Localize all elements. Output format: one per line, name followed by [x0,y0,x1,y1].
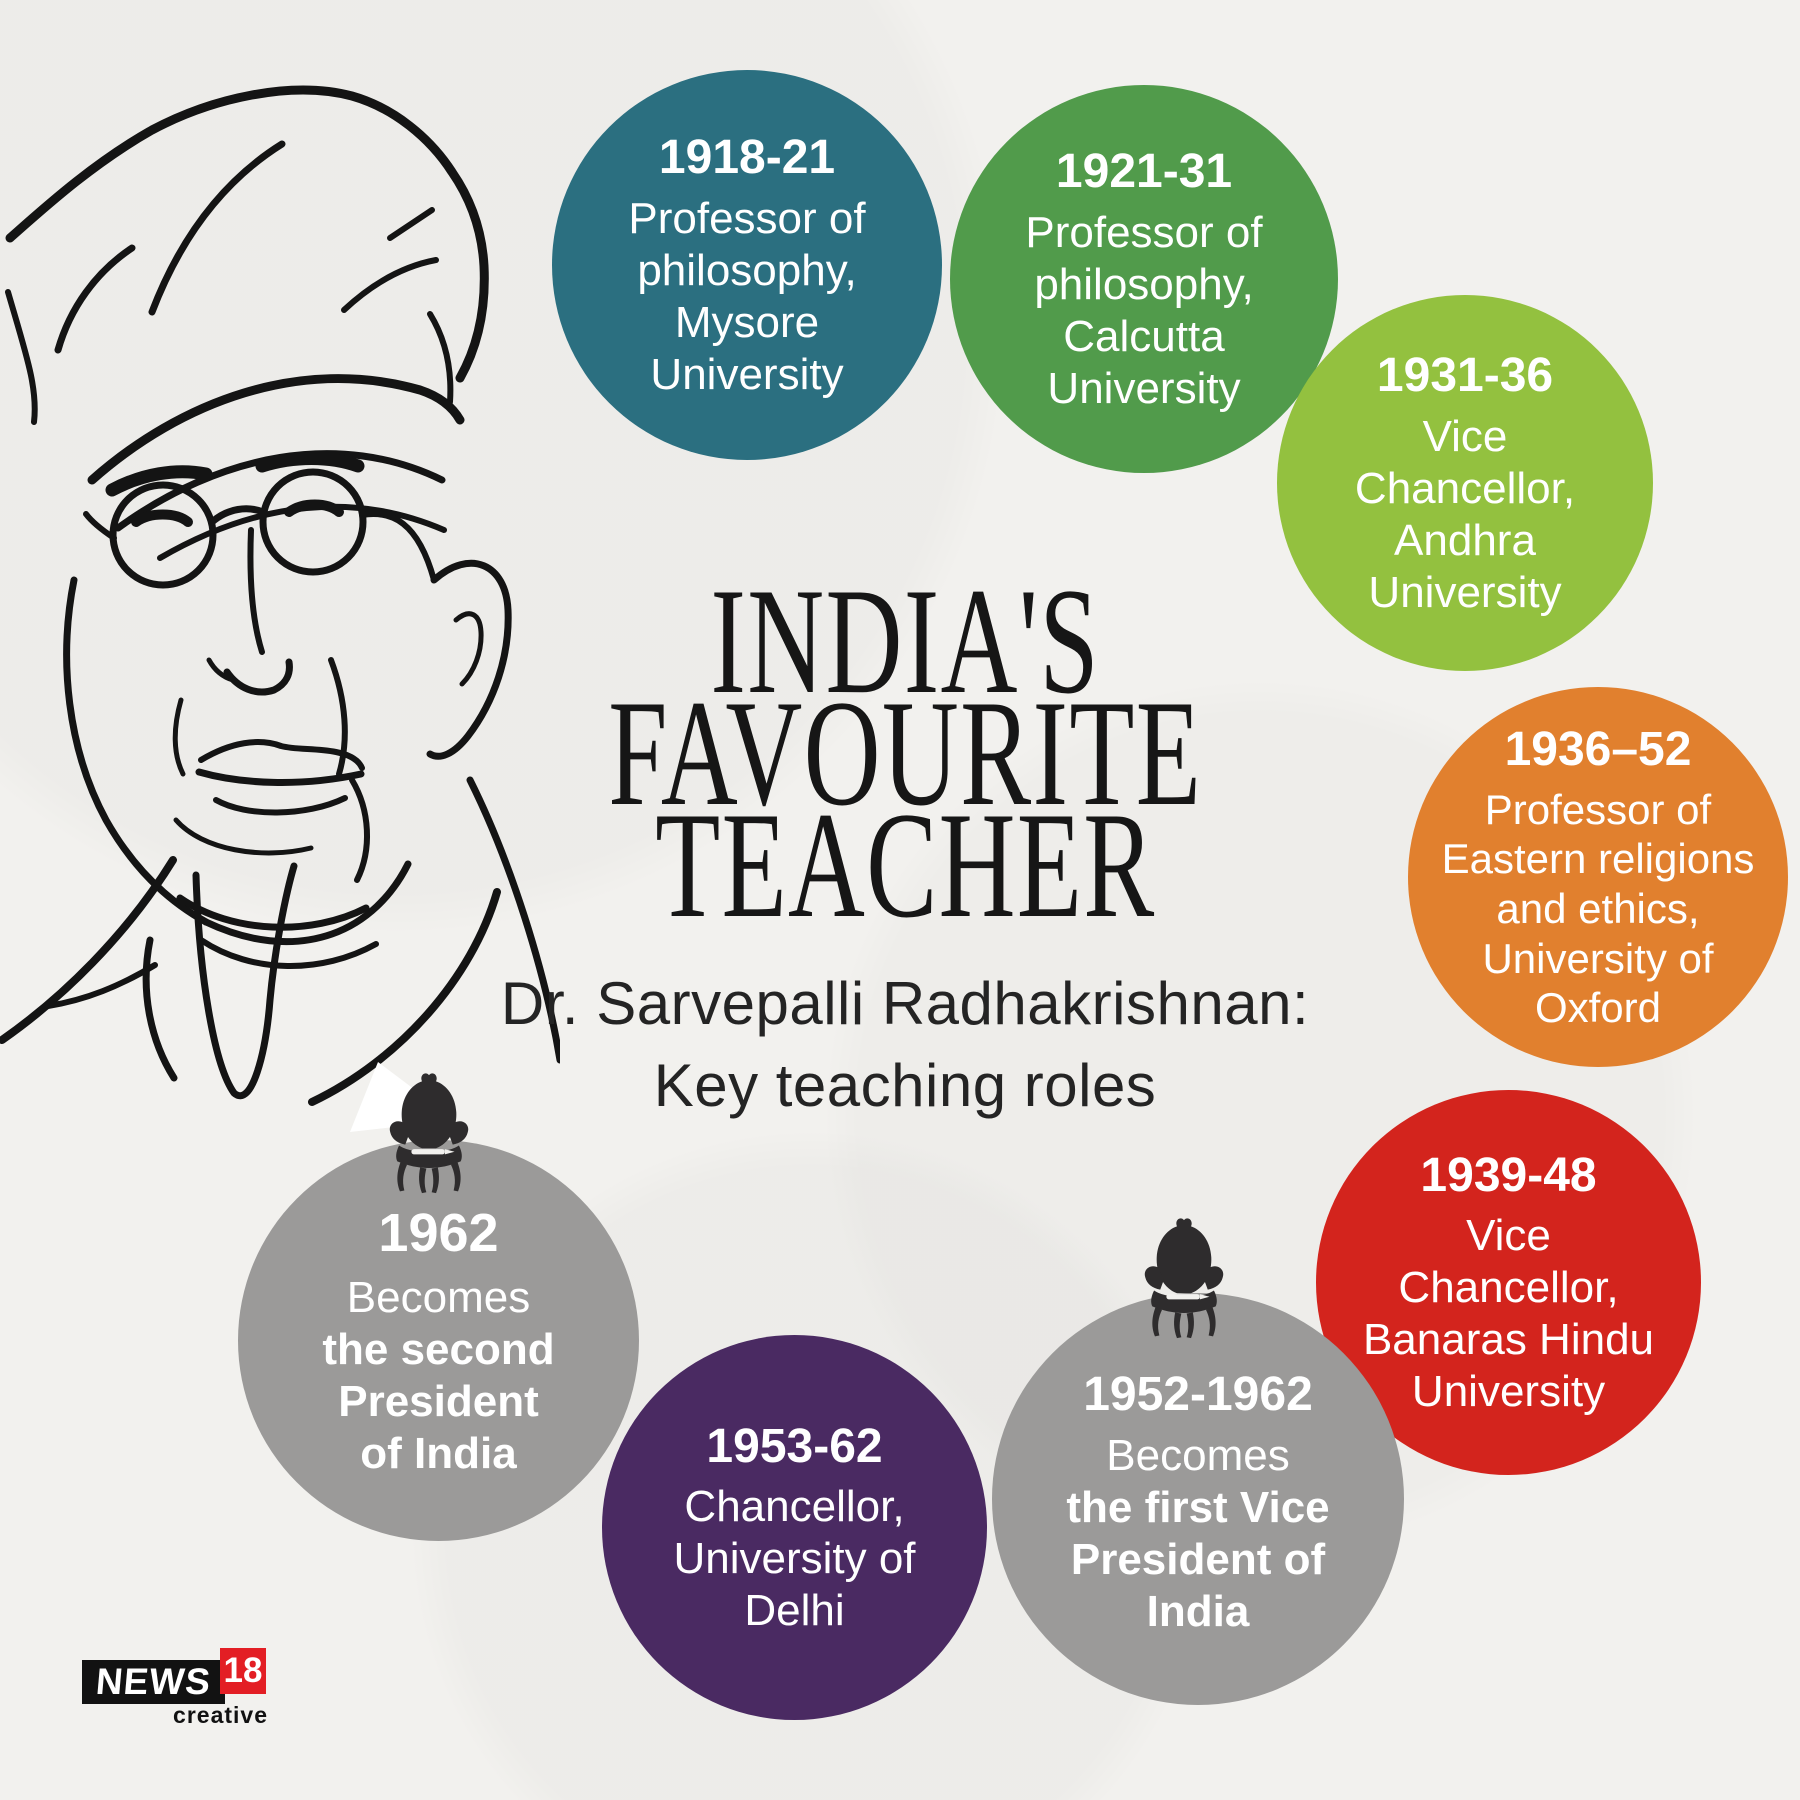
circle-line: President [338,1376,539,1426]
subtitle-block: Dr. Sarvepalli Radhakrishnan: Key teachi… [400,963,1410,1127]
armchair-icon [1144,1218,1224,1339]
title-block: INDIA'S FAVOURITE TEACHER Dr. Sarvepalli… [400,557,1410,1127]
circle-line: Banaras Hindu [1362,1315,1655,1365]
circle-line: University of [1482,934,1714,982]
circle-year: 1936–52 [1504,723,1692,777]
circle-line: University [1411,1367,1606,1417]
circle-line: philosophy, [637,245,857,295]
logo-creative-text: creative [173,1702,268,1728]
circle-year: 1953-62 [706,1419,883,1473]
circle-line: Mysore [674,297,820,347]
logo-red-box: 18 [220,1648,266,1694]
logo-news-text: NEWS [94,1661,213,1702]
circle-year: 1918-21 [658,131,836,185]
title-text: INDIA'S [710,557,1100,725]
timeline-circle-1962: 1962 Becomes the second President of Ind… [238,1140,639,1541]
circle-line: Professor of [1484,785,1712,833]
circle-line: of India [360,1428,517,1478]
circle-line: Professor of [1025,207,1263,257]
page-title-line-1: INDIA'S [400,557,1410,725]
timeline-circle-1952-1962: 1952-1962 Becomes the first Vice Preside… [992,1293,1404,1705]
circle-line: University [1368,567,1562,617]
circle-line: Becomes [346,1273,531,1323]
logo-18-text: 18 [223,1651,263,1690]
circle-line: philosophy, [1034,259,1254,309]
timeline-circle-1918-21: 1918-21 Professor of philosophy, Mysore … [552,70,942,460]
radhakrishnan-line-portrait [0,85,560,1106]
timeline-circle-1931-36: 1931-36 Vice Chancellor, Andhra Universi… [1277,295,1653,671]
news18-logo: NEWS 18 creative [80,1646,280,1730]
circle-line: Becomes [1106,1430,1290,1480]
page-title-line-2: FAVOURITE [400,669,1410,837]
circle-year: 1939-48 [1420,1148,1597,1202]
circle-line: University [650,349,844,399]
circle-line: Calcutta [1063,311,1225,361]
title-text: TEACHER [654,781,1156,949]
circle-line: Delhi [744,1586,845,1636]
title-text: FAVOURITE [608,669,1202,837]
subtitle-line-2: Key teaching roles [653,1052,1157,1119]
circle-line: Chancellor, [684,1482,905,1532]
circle-line: University [1047,363,1241,413]
circle-line: Vice [1466,1211,1551,1261]
circle-line: Chancellor, [1398,1263,1619,1313]
circle-line: Oxford [1534,984,1662,1032]
circle-line: President of [1070,1534,1326,1584]
circle-line: Vice [1422,411,1508,461]
page-title-line-3: TEACHER [400,781,1410,949]
timeline-circle-1953-62: 1953-62 Chancellor, University of Delhi [602,1335,987,1720]
timeline-circle-1936-52: 1936–52 Professor of Eastern religions a… [1408,687,1788,1067]
circle-year: 1931-36 [1376,349,1554,403]
armchair-icon [389,1073,469,1194]
circle-line: Eastern religions [1441,835,1755,883]
circle-line: Andhra [1394,515,1536,565]
circle-line: University of [673,1534,916,1584]
circle-line: Professor of [628,193,866,243]
circle-year: 1962 [378,1203,499,1264]
circle-line: India [1146,1586,1250,1636]
logo-black-box: NEWS [82,1660,225,1704]
circle-line: the second [322,1324,555,1374]
circle-line: the first Vice [1066,1482,1330,1532]
circle-line: Chancellor, [1354,463,1576,513]
subtitle-line-1: Dr. Sarvepalli Radhakrishnan: [500,970,1310,1037]
circle-year: 1952-1962 [1083,1368,1313,1422]
timeline-circle-1921-31: 1921-31 Professor of philosophy, Calcutt… [950,85,1338,473]
circle-line: and ethics, [1496,885,1700,933]
circle-year: 1921-31 [1055,145,1233,199]
